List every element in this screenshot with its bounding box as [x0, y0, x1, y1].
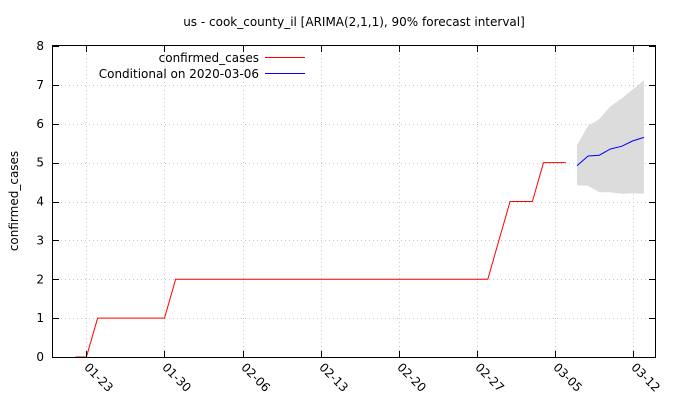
grid: [53, 46, 655, 357]
y-tick-label: 1: [36, 311, 44, 325]
x-tick-label: 01-23: [81, 360, 116, 395]
y-tick-label: 0: [36, 350, 44, 364]
x-tick-label: 02-13: [316, 360, 351, 395]
legend-label: confirmed_cases: [159, 51, 259, 65]
x-tick-label: 02-20: [394, 360, 429, 395]
y-axis-ticks: 0 1 2 3 4 5 6 7 8: [36, 39, 655, 364]
x-tick-label: 02-27: [472, 360, 507, 395]
forecast-interval-band: [577, 80, 644, 194]
forecast-line: [576, 136, 645, 167]
plot-frame: [52, 45, 656, 358]
y-tick-label: 7: [36, 78, 44, 92]
y-tick-label: 6: [36, 117, 44, 131]
chart-title: us - cook_county_il [ARIMA(2,1,1), 90% f…: [183, 15, 525, 29]
confirmed-cases-line: [75, 162, 566, 358]
x-tick-label: 03-05: [550, 360, 585, 395]
series-lines: [75, 136, 645, 358]
y-tick-label: 5: [36, 156, 44, 170]
y-axis-label: confirmed_cases: [7, 151, 21, 251]
legend-label: Conditional on 2020-03-06: [99, 67, 259, 81]
x-tick-label: 02-06: [238, 360, 273, 395]
legend: confirmed_cases Conditional on 2020-03-06: [99, 51, 305, 81]
x-tick-label: 03-12: [628, 360, 663, 395]
forecast-interval-area: [577, 80, 644, 194]
x-axis-ticks: 01-23 01-30 02-06 02-13 02-20 02-27 03-05 03-12: [81, 46, 663, 395]
y-tick-label: 4: [36, 195, 44, 209]
y-tick-label: 8: [36, 39, 44, 53]
x-tick-label: 01-30: [159, 360, 194, 395]
y-tick-label: 2: [36, 272, 44, 286]
y-tick-label: 3: [36, 233, 44, 247]
